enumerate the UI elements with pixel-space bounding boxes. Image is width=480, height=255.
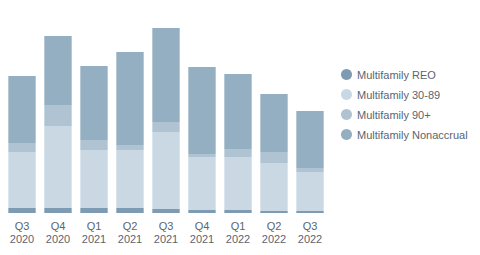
svg-text:2022: 2022 [226, 233, 250, 245]
svg-text:Q2: Q2 [123, 220, 138, 232]
svg-text:Q3: Q3 [159, 220, 174, 232]
svg-text:2022: 2022 [262, 233, 286, 245]
svg-text:Q2: Q2 [267, 220, 282, 232]
svg-text:2021: 2021 [190, 233, 214, 245]
svg-text:2021: 2021 [82, 233, 106, 245]
svg-text:2020: 2020 [46, 233, 70, 245]
svg-text:Multifamily Nonaccrual: Multifamily Nonaccrual [357, 129, 468, 141]
svg-text:Q1: Q1 [231, 220, 246, 232]
svg-text:2021: 2021 [154, 233, 178, 245]
svg-text:2020: 2020 [10, 233, 34, 245]
svg-text:Q3: Q3 [15, 220, 30, 232]
svg-text:Multifamily REO: Multifamily REO [357, 69, 436, 81]
svg-text:Q4: Q4 [195, 220, 210, 232]
svg-text:Q4: Q4 [51, 220, 66, 232]
svg-text:Multifamily 90+: Multifamily 90+ [357, 109, 431, 121]
svg-text:Q1: Q1 [87, 220, 102, 232]
svg-text:Multifamily 30-89: Multifamily 30-89 [357, 89, 440, 101]
svg-text:2021: 2021 [118, 233, 142, 245]
svg-text:Q3: Q3 [303, 220, 318, 232]
svg-text:2022: 2022 [298, 233, 322, 245]
